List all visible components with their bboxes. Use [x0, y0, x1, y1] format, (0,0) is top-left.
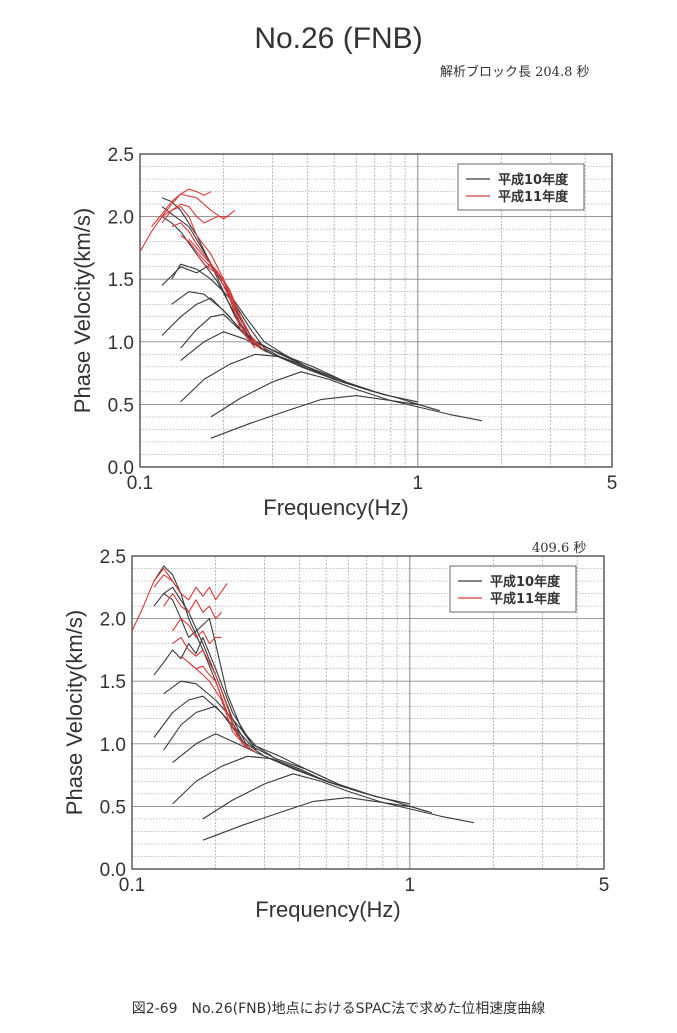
figure-caption: 図2-69 No.26(FNB)地点におけるSPAC法で求めた位相速度曲線: [131, 1001, 546, 1017]
series-line: [171, 222, 256, 349]
y-tick-label: 0.0: [108, 458, 134, 479]
x-tick-label: 5: [607, 473, 618, 494]
y-tick-label: 2.0: [100, 610, 126, 631]
x-axis-label: Frequency(Hz): [263, 495, 408, 520]
y-tick-label: 0.0: [100, 860, 126, 881]
series-line: [161, 206, 261, 349]
x-tick-label: 5: [599, 875, 610, 896]
x-tick-label: 1: [405, 875, 416, 896]
series-line: [161, 216, 265, 352]
series-line: [151, 193, 236, 227]
plot-frame: [139, 153, 613, 468]
series-line: [163, 593, 222, 620]
series-line: [196, 253, 261, 348]
series-group: [139, 188, 482, 439]
legend-box: [457, 163, 585, 211]
series-line: [153, 586, 248, 747]
series-line: [153, 636, 273, 757]
series-line: [163, 593, 257, 751]
grid: [132, 556, 604, 869]
phase-velocity-chart-1: 0.0 0.5 1.0 1.5 2.0 2.5 0.1 1 5 Frequency(Hz) Phas…: [70, 145, 617, 520]
series-line: [161, 263, 335, 380]
series-line: [210, 371, 482, 422]
y-tick-label: 1.0: [100, 735, 126, 756]
x-tick-label: 0.1: [127, 473, 153, 494]
y-tick-label: 0.5: [108, 395, 134, 416]
y-axis-label: Phase Velocity(km/s): [62, 610, 87, 815]
series-line: [153, 574, 228, 601]
plot-frame: [131, 555, 605, 870]
series-line: [202, 797, 432, 841]
series-line: [172, 618, 222, 645]
x-tick-label: 0.1: [119, 875, 145, 896]
series-line: [210, 395, 440, 439]
legend-label: 平成10年度: [490, 574, 561, 590]
series-line: [171, 291, 346, 383]
y-axis-label: Phase Velocity(km/s): [70, 208, 95, 413]
y-tick-label: 2.5: [100, 547, 126, 568]
series-line: [163, 705, 376, 797]
y-tick-label: 1.0: [108, 333, 134, 354]
x-tick-label: 1: [413, 473, 424, 494]
y-tick-label: 2.5: [108, 145, 134, 166]
block-length-annotation-1: 解析ブロック長 204.8 秒: [440, 65, 590, 80]
series-line: [202, 773, 474, 824]
legend-box: [449, 565, 577, 613]
series-line: [161, 203, 230, 224]
x-axis-label: Frequency(Hz): [255, 897, 400, 922]
block-length-annotation-2: 409.6 秒: [532, 541, 587, 556]
series-line: [172, 755, 427, 812]
series-group: [131, 565, 474, 841]
series-line: [180, 353, 435, 410]
series-line: [180, 313, 384, 395]
series-line: [163, 680, 338, 785]
legend-label: 平成11年度: [498, 189, 569, 205]
y-tick-label: 1.5: [100, 672, 126, 693]
legend-label: 平成10年度: [498, 172, 569, 188]
y-tick-label: 0.5: [100, 797, 126, 818]
phase-velocity-chart-2: 0.0 0.5 1.0 1.5 2.0 2.5 0.1 1 5 Frequency(Hz) Phas…: [62, 547, 610, 922]
series-line: [171, 263, 281, 358]
legend-label: 平成11年度: [490, 591, 561, 607]
grid: [140, 154, 612, 467]
series-line: [153, 695, 367, 795]
series-line: [161, 206, 256, 345]
y-tick-label: 1.5: [108, 270, 134, 291]
y-tick-label: 2.0: [108, 208, 134, 229]
series-line: [188, 661, 248, 750]
page-title: No.26 (FNB): [254, 22, 423, 55]
